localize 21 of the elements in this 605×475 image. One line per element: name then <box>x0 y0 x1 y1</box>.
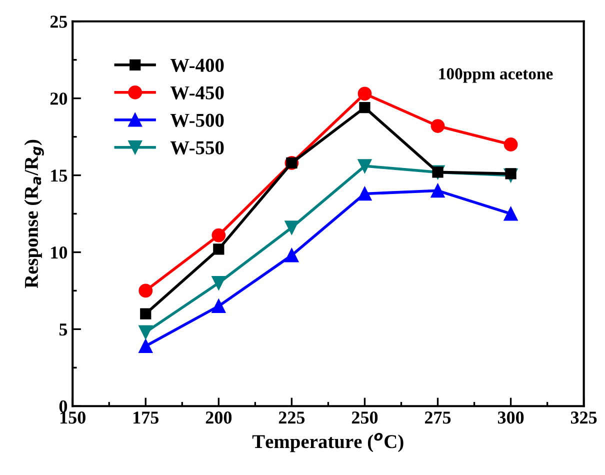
y-tick-label: 10 <box>51 246 68 259</box>
legend-label: W-400 <box>170 58 224 72</box>
y-tick-label: 25 <box>50 16 68 28</box>
legend-label: W-450 <box>170 86 224 100</box>
y-tick-label: 5 <box>59 324 68 336</box>
x-tick-label: 225 <box>278 412 305 424</box>
y-axis-title: Response (R$_{a}$/R$_{g}$) <box>24 140 44 288</box>
x-tick-label: 325 <box>570 412 597 424</box>
y-tick-label: 0 <box>59 400 68 413</box>
x-tick-label: 150 <box>60 412 86 424</box>
legend-label: W-550 <box>170 141 224 154</box>
annotation: 100ppm acetone <box>439 68 553 83</box>
x-tick-label: 200 <box>206 412 232 424</box>
y-tick-label: 15 <box>51 170 68 182</box>
x-tick-label: 250 <box>352 412 378 424</box>
x-tick-label: 175 <box>134 412 159 424</box>
y-tick-label: 20 <box>50 92 68 105</box>
x-tick-label: 300 <box>498 412 524 424</box>
x-tick-label: 275 <box>424 412 451 424</box>
legend-label: W-500 <box>170 114 224 127</box>
x-axis-title: Temperature ($^{o}$C) <box>252 432 404 452</box>
